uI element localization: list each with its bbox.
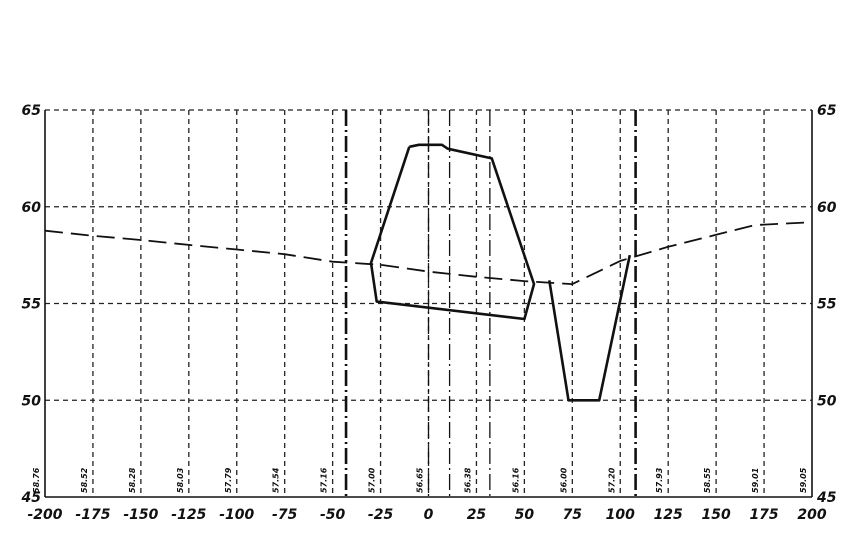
elevation-label: 59.05 — [799, 467, 808, 493]
elevation-labels: 58.76 58.52 58.28 58.03 57.79 57.54 57.16 57.00… — [32, 467, 808, 493]
x-tick-label: 25 — [467, 507, 487, 523]
elevation-label: 56.16 — [511, 467, 520, 493]
elevation-label: 58.55 — [703, 467, 712, 493]
dash-dot-lines — [344, 110, 637, 497]
x-tick-label: -125 — [171, 507, 206, 523]
x-tick-labels: -200 -175 -150 -125 -100 -75 -50 -25 0 25 50 75 100 1… — [27, 507, 826, 523]
elevation-label: 56.38 — [463, 467, 472, 493]
elevation-label: 58.03 — [176, 467, 185, 493]
x-tick-label: 125 — [654, 507, 683, 523]
y-tick-label-left: 65 — [22, 103, 42, 119]
elevation-label: 57.54 — [272, 467, 281, 493]
x-tick-label: -150 — [123, 507, 158, 523]
elevation-label: 57.00 — [368, 467, 377, 493]
y-tick-label-left: 55 — [22, 297, 42, 313]
x-tick-label: 175 — [749, 507, 778, 523]
elevation-label: 57.20 — [607, 467, 616, 493]
elevation-label: 57.79 — [224, 467, 233, 493]
elevation-label: 59.01 — [751, 468, 760, 493]
x-tick-label: 0 — [424, 507, 434, 523]
x-tick-label: -100 — [219, 507, 254, 523]
elevation-label: 58.52 — [80, 467, 89, 493]
elevation-label: 58.28 — [128, 467, 137, 493]
series-line-3 — [548, 254, 632, 402]
y-tick-label-left: 50 — [22, 393, 42, 409]
y-tick-label-left: 45 — [21, 490, 42, 506]
x-tick-label: -75 — [272, 507, 298, 523]
x-tick-label: 150 — [702, 507, 731, 523]
series-line-2 — [369, 143, 536, 321]
elevation-label: 56.00 — [559, 467, 568, 493]
x-tick-label: 100 — [606, 507, 635, 523]
y-tick-label-right: 65 — [817, 103, 837, 119]
y-tick-label-right: 45 — [816, 490, 837, 506]
elevation-label: 57.16 — [320, 467, 329, 493]
y-tick-label-right: 60 — [817, 200, 837, 216]
x-tick-label: -25 — [368, 507, 394, 523]
x-tick-label: 200 — [797, 507, 826, 523]
x-tick-label: 50 — [515, 507, 535, 523]
y-tick-label-left: 60 — [22, 200, 42, 216]
y-tick-label-right: 50 — [817, 393, 837, 409]
elevation-label: 56.65 — [416, 467, 425, 493]
x-tick-label: -50 — [320, 507, 346, 523]
elevation-label: 58.76 — [32, 467, 41, 493]
y-tick-labels: 45 45 50 50 55 55 60 60 65 65 — [21, 103, 837, 506]
x-tick-label: -200 — [27, 507, 62, 523]
plot-frame — [44, 110, 813, 498]
y-tick-label-right: 55 — [817, 297, 837, 313]
x-tick-label: 75 — [563, 507, 583, 523]
series-layer — [44, 143, 813, 402]
elevation-label: 57.93 — [655, 467, 664, 493]
x-tick-label: -175 — [75, 507, 110, 523]
